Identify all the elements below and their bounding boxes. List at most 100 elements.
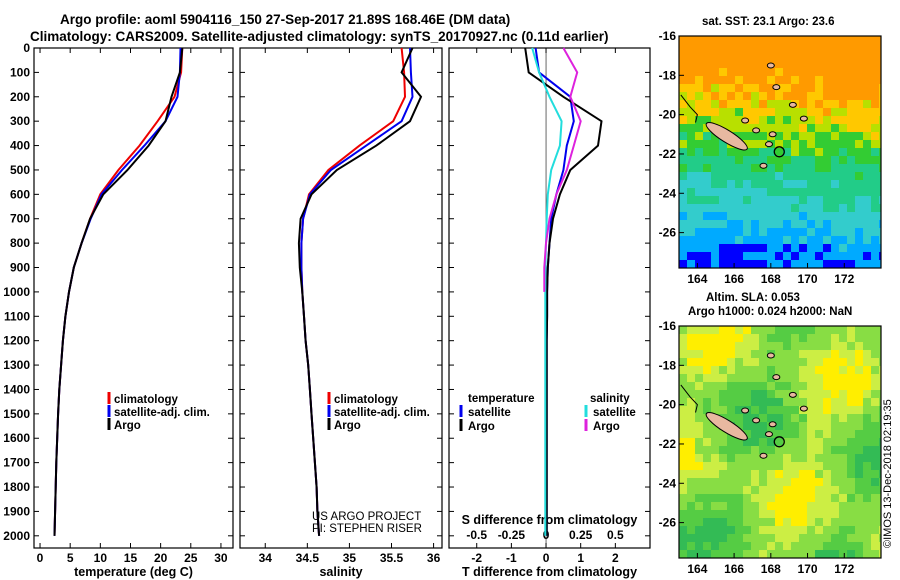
map-cell — [783, 526, 791, 534]
map-cell — [871, 438, 879, 446]
map-cell — [775, 236, 783, 244]
map-cell — [847, 510, 855, 518]
map-cell — [839, 180, 847, 188]
map-cell — [839, 342, 847, 350]
map-cell — [863, 414, 871, 422]
map-cell — [847, 486, 855, 494]
map-cell — [719, 116, 727, 124]
map-cell — [767, 334, 775, 342]
map-cell — [839, 36, 847, 44]
map-cell — [735, 236, 743, 244]
map-cell — [815, 36, 823, 44]
map-cell — [687, 228, 695, 236]
map-cell — [879, 326, 881, 334]
map-cell — [679, 470, 687, 478]
map-cell — [783, 52, 791, 60]
map-cell — [775, 390, 783, 398]
map-cell — [807, 526, 815, 534]
map-cell — [831, 140, 839, 148]
map-cell — [711, 430, 719, 438]
map-cell — [839, 60, 847, 68]
map-cell — [807, 510, 815, 518]
map-cell — [815, 164, 823, 172]
map-cell — [807, 334, 815, 342]
map-cell — [743, 438, 751, 446]
map-cell — [703, 542, 711, 550]
map-cell — [735, 350, 743, 358]
map-cell — [831, 204, 839, 212]
map-cell — [703, 132, 711, 140]
map-cell — [679, 60, 687, 68]
map-cell — [855, 68, 863, 76]
map-cell — [831, 438, 839, 446]
x-top-tick-label: -0.25 — [498, 528, 526, 542]
map-cell — [831, 156, 839, 164]
map-cell — [831, 358, 839, 366]
diff-legend-s-sat: satellite — [593, 407, 636, 419]
island-small — [752, 127, 761, 134]
map-cell — [743, 478, 751, 486]
map-cell — [807, 204, 815, 212]
map-cell — [823, 60, 831, 68]
map-cell — [775, 414, 783, 422]
map-cell — [879, 462, 881, 470]
series-argo — [297, 47, 423, 536]
map-cell — [727, 188, 735, 196]
map-cell — [807, 124, 815, 132]
x-tick-label: 35.5 — [380, 551, 404, 565]
map-cell — [783, 406, 791, 414]
y-tick-label: 300 — [10, 114, 30, 128]
map-cell — [695, 382, 703, 390]
map-cell — [775, 108, 783, 116]
map-cell — [815, 140, 823, 148]
map-cell — [855, 252, 863, 260]
map-cell — [679, 196, 687, 204]
map-cell — [863, 326, 871, 334]
map-cell — [711, 180, 719, 188]
map-cell — [711, 260, 719, 268]
map-cell — [791, 366, 799, 374]
map-cell — [839, 478, 847, 486]
map-cell — [719, 68, 727, 76]
map-cell — [855, 44, 863, 52]
map-cell — [839, 470, 847, 478]
map-cell — [679, 92, 687, 100]
map-cell — [799, 550, 807, 558]
map-cell — [703, 236, 711, 244]
map-cell — [695, 502, 703, 510]
map-cell — [767, 212, 775, 220]
map-cell — [847, 462, 855, 470]
map-cell — [823, 510, 831, 518]
map-cell — [783, 358, 791, 366]
map-cell — [823, 164, 831, 172]
map-cell — [759, 398, 767, 406]
map-cell — [807, 252, 815, 260]
argo-position-marker — [773, 436, 785, 448]
map-cell — [783, 148, 791, 156]
map-cell — [743, 196, 751, 204]
map-cell — [759, 382, 767, 390]
map-cell — [831, 526, 839, 534]
map-cell — [759, 180, 767, 188]
map-cell — [847, 382, 855, 390]
map-cell — [807, 156, 815, 164]
map-cell — [775, 438, 783, 446]
map-cell — [863, 358, 871, 366]
map-cell — [791, 172, 799, 180]
map-cell — [767, 454, 775, 462]
map-cell — [855, 390, 863, 398]
map-cell — [839, 334, 847, 342]
map-cell — [703, 108, 711, 116]
map-cell — [735, 180, 743, 188]
map-cell — [687, 220, 695, 228]
map-cell — [775, 462, 783, 470]
map-cell — [751, 518, 759, 526]
temperature-panel: 0100200300400500600700800900100011001200… — [3, 41, 234, 579]
map-cell — [863, 486, 871, 494]
map-cell — [743, 260, 751, 268]
map-cell — [799, 430, 807, 438]
map-cell — [831, 486, 839, 494]
x-tick-label: 30 — [214, 551, 228, 565]
map-cell — [719, 510, 727, 518]
map-cell — [775, 164, 783, 172]
